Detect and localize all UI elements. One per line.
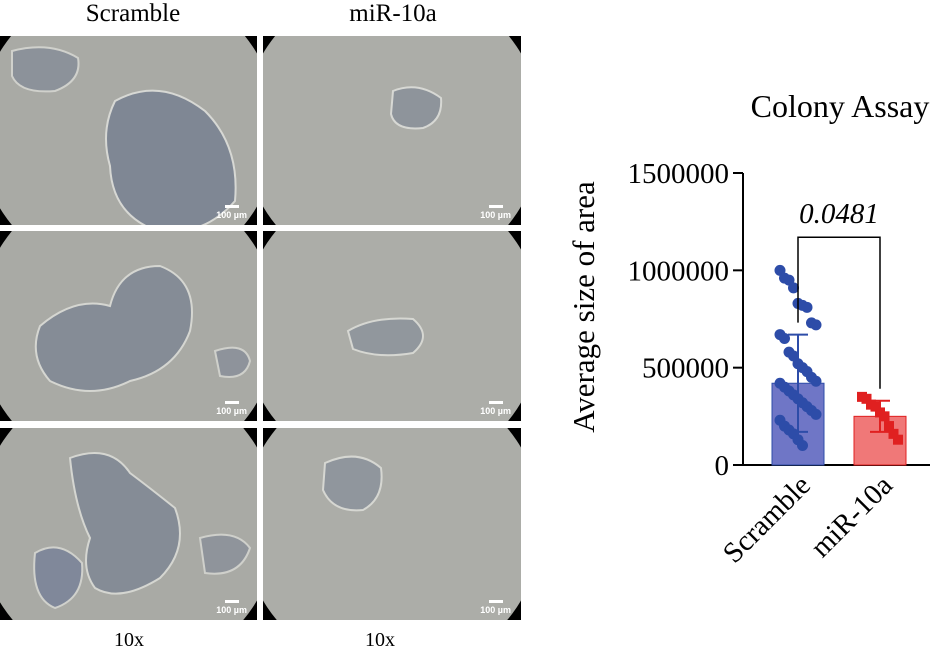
micrograph-mir10a-3: 100 µm xyxy=(263,428,521,620)
data-point xyxy=(884,421,894,432)
data-point xyxy=(888,428,899,439)
y-tick-label: 1000000 xyxy=(628,255,730,287)
data-point xyxy=(810,375,822,387)
data-point xyxy=(893,434,903,445)
magnification-label-scramble: 10x xyxy=(114,629,144,651)
data-point xyxy=(810,408,822,420)
scale-bar: 100 µm xyxy=(480,205,511,220)
data-point xyxy=(861,393,872,404)
micrograph-scramble-1: 100 µm xyxy=(0,36,257,225)
data-point xyxy=(779,332,790,344)
scale-bar: 100 µm xyxy=(216,401,247,416)
scale-bar: 100 µm xyxy=(480,600,511,615)
data-point xyxy=(879,411,890,422)
p-value-label: 0.0481 xyxy=(799,198,879,230)
scale-bar: 100 µm xyxy=(216,600,247,615)
x-tick-label: Scramble xyxy=(717,469,817,569)
data-point xyxy=(810,319,822,331)
significance-bracket xyxy=(797,236,881,389)
column-title-scramble: Scramble xyxy=(85,0,181,27)
data-point xyxy=(797,440,808,452)
scale-bar: 100 µm xyxy=(216,205,247,220)
colony-assay-chart: Colony Assay Average size of area 0 50000… xyxy=(566,88,930,569)
x-tick-label: miR-10a xyxy=(805,469,899,563)
data-point xyxy=(801,301,813,313)
micrograph-mir10a-1: 100 µm xyxy=(263,36,521,225)
data-point xyxy=(870,401,881,412)
micrograph-scramble-3: 100 µm xyxy=(0,428,257,620)
scale-bar: 100 µm xyxy=(480,401,511,416)
chart-title: Colony Assay xyxy=(751,88,930,124)
micrograph-scramble-2: 100 µm xyxy=(0,231,257,421)
column-title-mir10a: miR-10a xyxy=(349,0,437,27)
y-axis-label: Average size of area xyxy=(566,181,601,433)
y-tick-label: 500000 xyxy=(642,353,729,385)
y-tick-label: 1500000 xyxy=(628,158,730,190)
micrograph-mir10a-2: 100 µm xyxy=(263,231,521,421)
y-tick-label: 0 xyxy=(715,450,730,482)
magnification-label-mir10a: 10x xyxy=(365,629,395,651)
data-point xyxy=(788,282,799,294)
